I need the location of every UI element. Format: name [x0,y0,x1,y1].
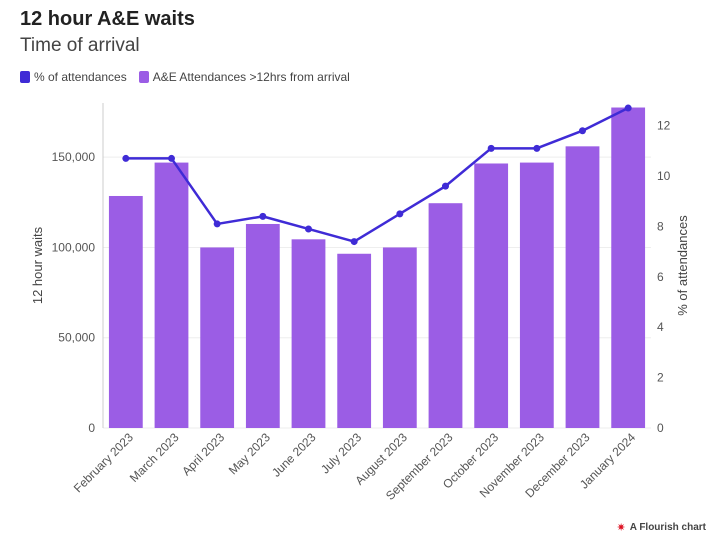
bar [337,253,372,428]
flourish-logo-icon: ✷ [616,522,626,534]
legend-label-line: % of attendances [34,70,127,84]
line-point [350,238,358,246]
line-point [624,104,632,112]
y-axis-title: 12 hour waits [30,226,45,304]
line-series [125,106,629,243]
bar [382,247,417,428]
bar [200,247,235,428]
legend: % of attendances A&E Attendances >12hrs … [20,70,356,84]
legend-swatch-line [20,71,30,83]
y-tick-label: 100,000 [52,240,96,254]
x-tick-label: June 2023 [269,430,319,480]
line-point [259,212,267,220]
line-point [213,220,221,228]
line-point [305,225,312,233]
x-tick-label: February 2023 [71,430,136,495]
bar [611,107,646,428]
legend-label-bar: A&E Attendances >12hrs from arrival [152,70,350,84]
legend-item-line[interactable]: % of attendances [20,70,127,84]
x-tick-label: April 2023 [179,430,227,478]
y-tick-label: 50,000 [58,331,95,345]
y-tick-label: 150,000 [52,150,96,164]
x-tick-label: May 2023 [226,430,273,477]
credit-text: A Flourish chart [629,522,706,533]
bar [519,162,554,429]
bar [108,195,143,428]
legend-swatch-bar [138,71,149,83]
line-point [396,210,404,218]
line-point [168,154,175,162]
y2-tick-label: 8 [657,219,664,233]
y2-tick-label: 12 [657,119,671,133]
bar [565,146,600,429]
flourish-credit[interactable]: ✷ A Flourish chart [616,521,706,534]
line-point [122,154,130,162]
bar [245,223,280,428]
x-tick-label: July 2023 [318,430,364,476]
chart-title: 12 hour A&E waits [20,8,195,30]
y2-tick-label: 6 [657,270,664,284]
y-tick-label: 0 [88,421,95,435]
line-point [442,182,449,190]
bar [154,162,189,429]
bar [474,163,509,428]
y2-tick-label: 0 [657,421,664,435]
line-point [487,144,495,152]
y2-tick-label: 2 [657,371,664,385]
legend-item-bar[interactable]: A&E Attendances >12hrs from arrival [138,70,350,84]
bar [428,203,463,428]
line-point [533,144,541,152]
y2-tick-label: 4 [657,320,664,334]
line-point [579,127,586,135]
chart-subtitle: Time of arrival [20,35,140,56]
y2-axis-title: % of attendances [675,215,690,316]
bar [291,239,326,428]
y2-tick-label: 10 [657,169,671,183]
x-tick-label: March 2023 [127,430,182,485]
